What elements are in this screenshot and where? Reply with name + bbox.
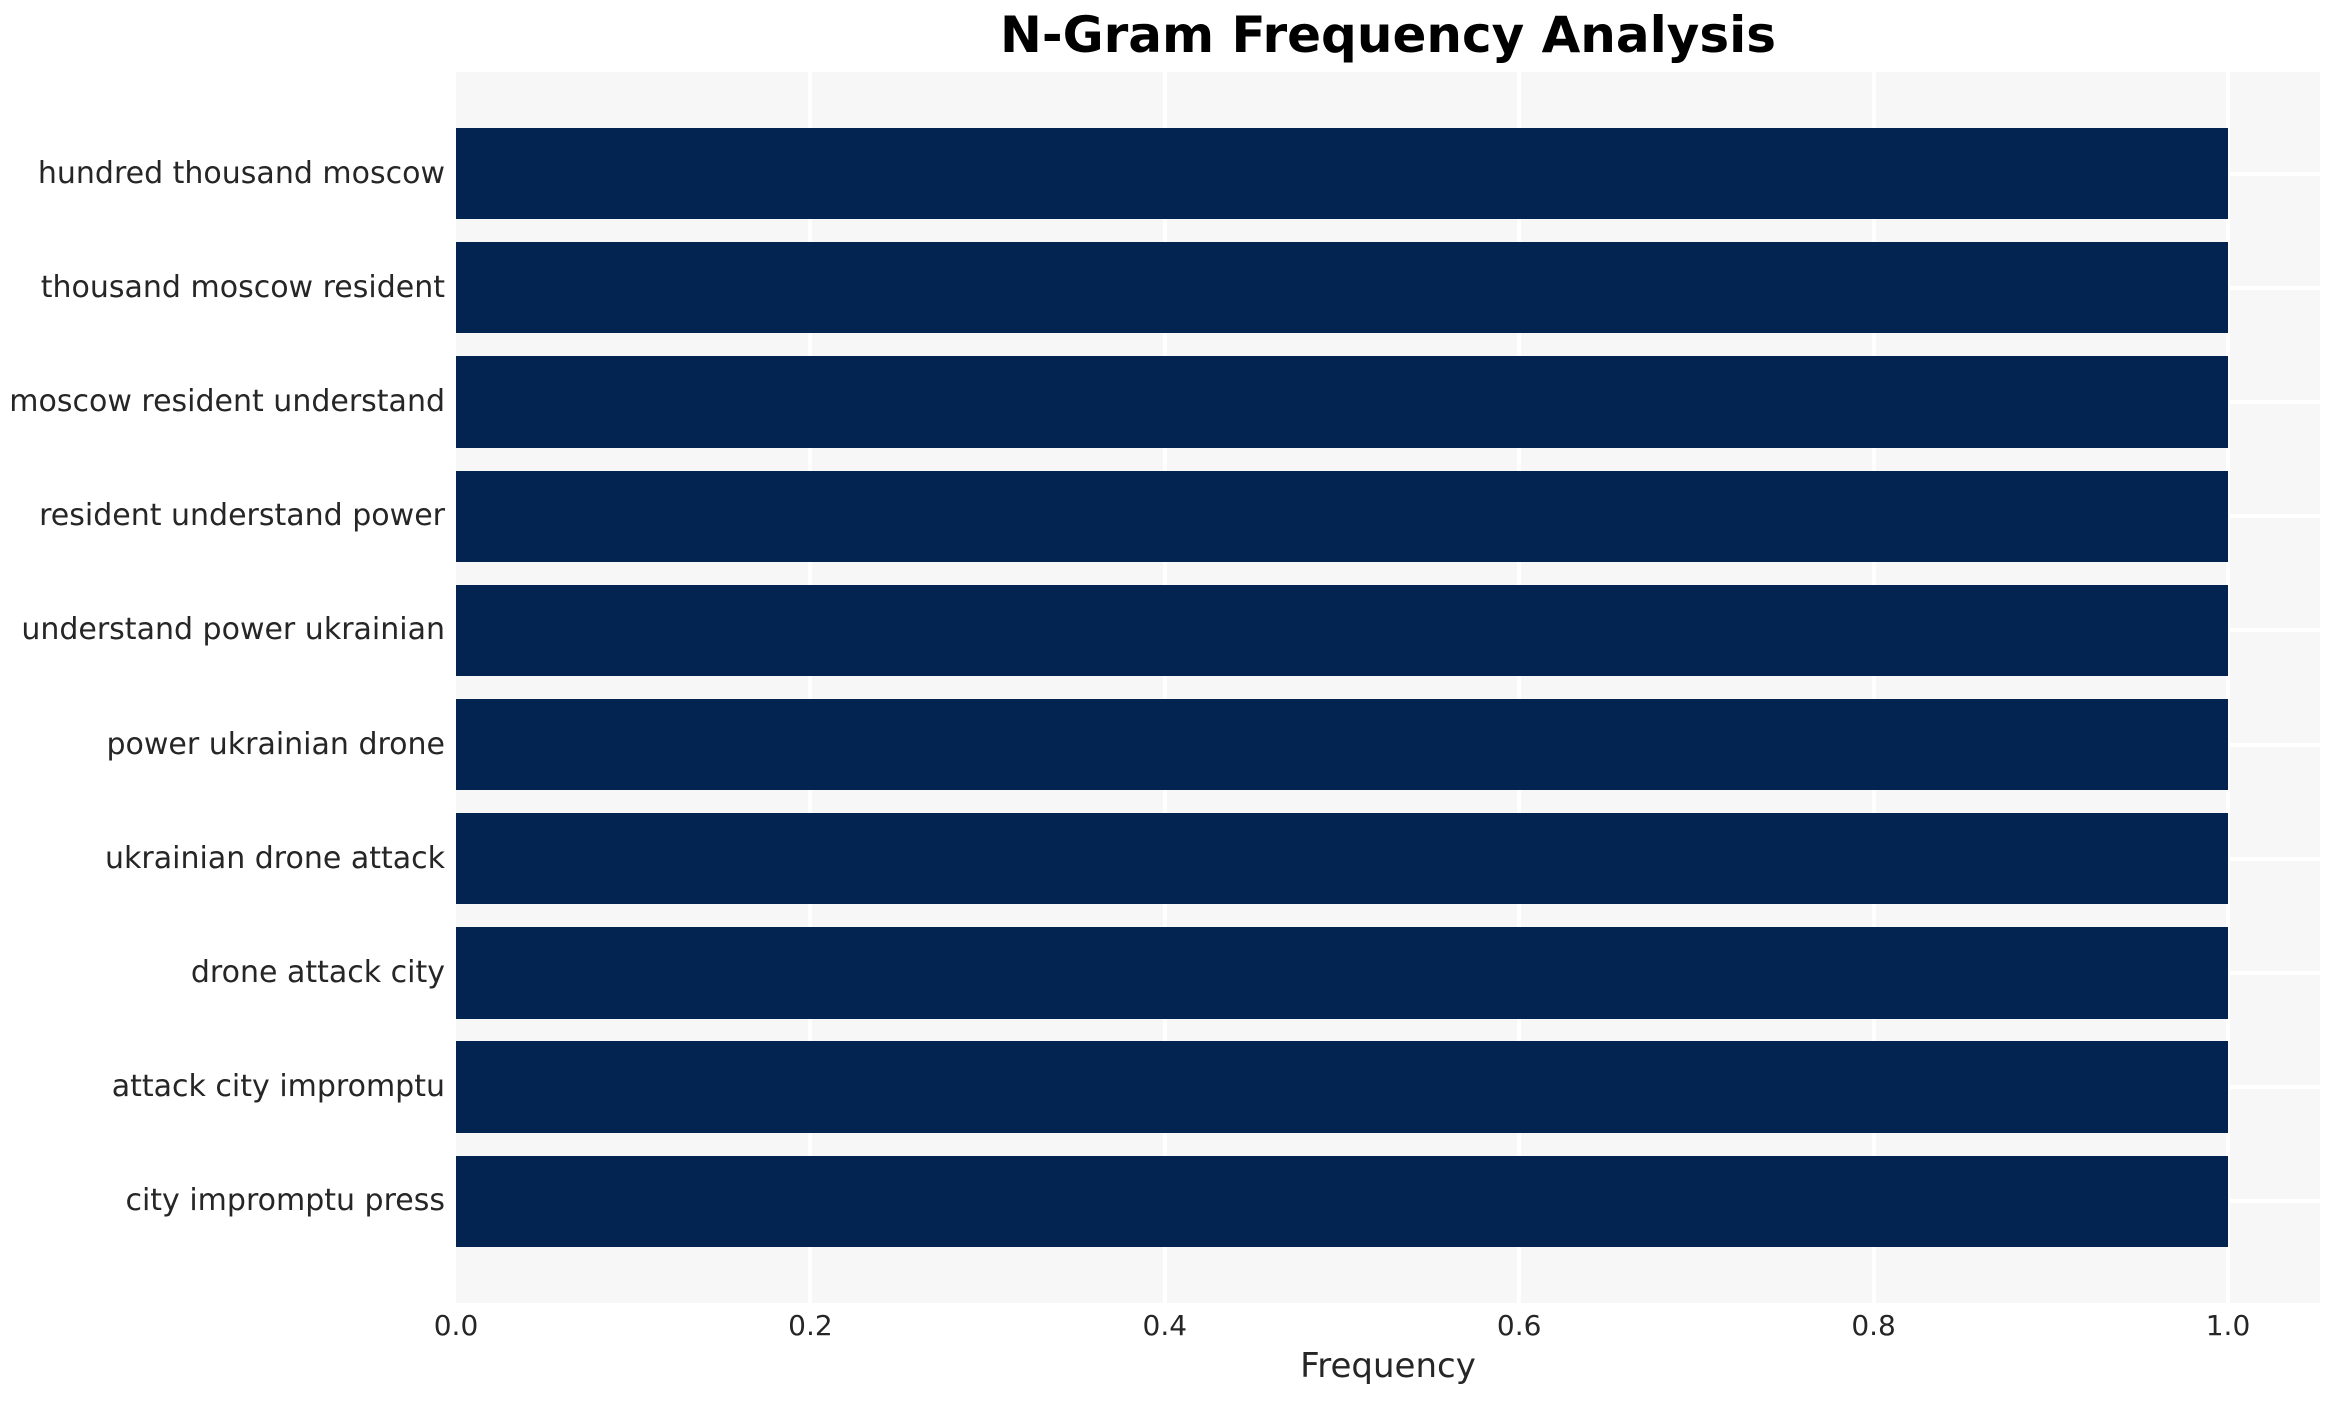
y-tick-label: city impromptu press (125, 1183, 445, 1219)
bar (456, 242, 2228, 334)
y-tick-label: drone attack city (190, 954, 445, 990)
y-tick-label: resident understand power (39, 498, 445, 534)
x-tick-label: 0.8 (1851, 1309, 1896, 1342)
plot-area (456, 72, 2320, 1303)
vertical-gridline (1162, 72, 1167, 1303)
bar (456, 584, 2228, 677)
y-tick-label: attack city impromptu (111, 1069, 445, 1105)
x-tick-label: 1.0 (2205, 1309, 2251, 1342)
x-tick-label: 0.0 (433, 1309, 479, 1342)
bar (456, 470, 2228, 562)
bar (456, 356, 2228, 448)
bar (456, 927, 2228, 1019)
y-tick-label: understand power ukrainian (21, 612, 445, 648)
x-tick-label: 0.4 (1142, 1309, 1188, 1342)
y-tick-label: moscow resident understand (9, 384, 445, 420)
y-tick-label: power ukrainian drone (106, 726, 445, 762)
vertical-gridline (1871, 72, 1876, 1303)
x-axis-label: Frequency (1300, 1346, 1476, 1386)
vertical-gridline (2226, 72, 2230, 1303)
bar (456, 127, 2228, 220)
vertical-gridline (808, 72, 813, 1303)
vertical-gridline (1517, 72, 1522, 1303)
x-tick-label: 0.2 (788, 1309, 833, 1342)
x-tick-label: 0.6 (1496, 1309, 1542, 1342)
bar (456, 1155, 2228, 1248)
chart-title: N-Gram Frequency Analysis (999, 6, 1777, 64)
bar (456, 698, 2228, 791)
y-tick-label: hundred thousand moscow (37, 155, 445, 191)
y-tick-label: ukrainian drone attack (105, 840, 445, 876)
y-tick-label: thousand moscow resident (40, 269, 445, 305)
bar (456, 813, 2228, 905)
bar (456, 1041, 2228, 1133)
